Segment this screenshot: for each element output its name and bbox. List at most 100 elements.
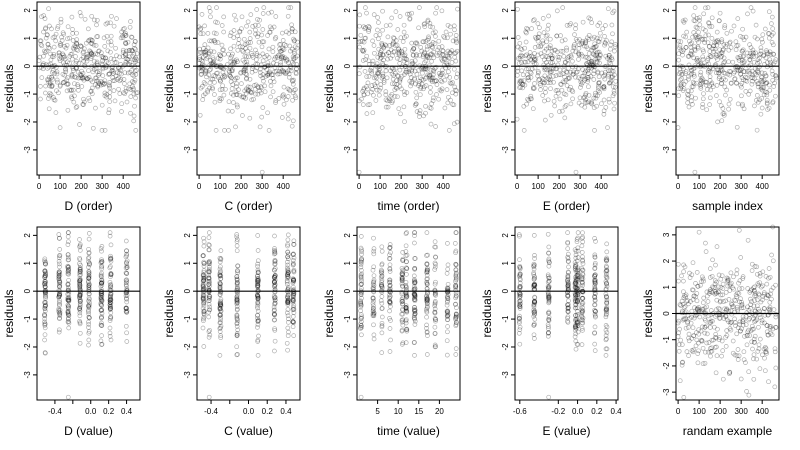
data-point xyxy=(765,332,771,338)
data-point xyxy=(766,275,771,281)
data-point xyxy=(241,94,246,100)
data-point xyxy=(222,128,227,133)
data-point xyxy=(442,105,448,111)
data-point xyxy=(565,55,571,61)
data-point xyxy=(65,264,71,270)
data-point xyxy=(205,31,211,36)
data-point xyxy=(217,312,223,317)
data-point xyxy=(420,39,426,45)
data-point xyxy=(555,54,561,60)
data-point xyxy=(272,247,277,253)
data-point xyxy=(446,94,451,100)
data-point xyxy=(548,66,554,72)
data-point xyxy=(724,317,730,323)
data-point xyxy=(572,284,578,290)
data-point xyxy=(689,48,694,54)
data-point xyxy=(591,77,597,82)
data-point xyxy=(77,10,83,15)
data-point xyxy=(400,283,406,289)
data-point xyxy=(679,273,684,279)
data-point xyxy=(102,55,108,61)
data-point xyxy=(43,294,49,299)
data-point xyxy=(704,80,709,85)
data-point xyxy=(258,90,264,96)
data-point xyxy=(403,56,409,62)
data-point xyxy=(218,320,223,325)
data-point xyxy=(736,58,742,63)
data-point xyxy=(576,50,581,56)
data-point xyxy=(362,35,368,41)
data-point xyxy=(290,277,296,283)
data-point xyxy=(611,88,617,94)
data-point xyxy=(291,251,296,257)
data-point xyxy=(549,56,555,62)
data-point xyxy=(444,309,450,315)
data-point xyxy=(217,306,223,312)
data-point xyxy=(108,297,114,303)
data-point xyxy=(718,276,724,282)
data-point xyxy=(272,257,278,263)
data-point xyxy=(235,327,241,333)
data-point xyxy=(107,307,113,312)
data-point xyxy=(529,53,534,59)
data-point xyxy=(608,46,613,52)
data-point xyxy=(719,118,725,124)
data-point xyxy=(369,68,375,74)
data-point xyxy=(574,285,580,291)
data-point xyxy=(107,300,113,306)
data-point xyxy=(412,293,418,298)
data-point xyxy=(127,48,132,53)
data-point xyxy=(572,324,578,330)
data-point xyxy=(43,83,48,89)
data-point xyxy=(218,276,224,281)
data-point xyxy=(65,107,71,113)
data-point xyxy=(228,74,233,79)
data-point xyxy=(576,51,582,57)
data-point xyxy=(580,234,586,240)
data-point xyxy=(597,30,603,36)
data-point xyxy=(401,89,407,95)
data-point xyxy=(217,312,223,318)
data-point xyxy=(454,88,459,94)
data-point xyxy=(200,31,206,37)
data-point xyxy=(284,279,290,285)
data-point xyxy=(532,262,537,268)
data-point xyxy=(77,293,83,299)
data-point xyxy=(588,58,594,64)
data-point xyxy=(700,54,706,60)
data-point xyxy=(244,54,249,60)
data-point xyxy=(453,284,459,289)
data-point xyxy=(685,54,691,59)
data-point xyxy=(57,53,62,58)
data-point xyxy=(773,93,778,99)
data-point xyxy=(42,332,48,338)
data-point xyxy=(687,315,693,321)
data-point xyxy=(553,88,559,93)
data-point xyxy=(683,45,689,50)
data-point xyxy=(767,307,772,313)
data-point xyxy=(255,300,261,306)
data-point xyxy=(44,77,50,83)
data-point xyxy=(545,333,551,339)
data-point xyxy=(689,71,695,76)
data-point xyxy=(103,55,109,61)
data-point xyxy=(517,290,522,295)
data-point xyxy=(400,256,406,262)
data-point xyxy=(690,325,696,331)
data-point xyxy=(56,294,62,300)
data-point xyxy=(229,86,235,92)
data-point xyxy=(86,271,92,277)
data-point xyxy=(747,312,752,317)
data-point xyxy=(700,56,706,62)
data-point xyxy=(383,68,389,74)
data-point xyxy=(56,308,62,313)
data-point xyxy=(366,27,371,33)
data-point xyxy=(108,304,113,309)
data-point xyxy=(261,5,267,10)
data-point xyxy=(255,318,261,324)
data-point xyxy=(96,79,101,85)
data-point xyxy=(267,69,272,75)
data-point xyxy=(546,259,552,265)
data-point xyxy=(565,302,571,308)
data-point xyxy=(291,36,296,42)
